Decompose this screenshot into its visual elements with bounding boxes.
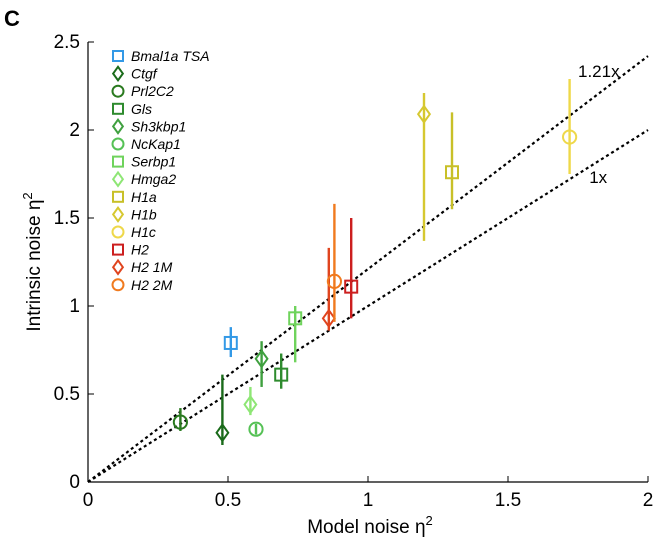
series-point bbox=[288, 306, 303, 363]
data-point-marker bbox=[223, 335, 238, 350]
legend-entry: Hmga2 bbox=[111, 170, 176, 188]
legend-marker bbox=[111, 258, 125, 276]
legend-entry: Sh3kbp1 bbox=[111, 117, 186, 135]
data-point-marker bbox=[445, 165, 459, 180]
legend-label: H2 1M bbox=[131, 259, 173, 275]
legend-entry: Gls bbox=[112, 101, 152, 117]
series-point bbox=[274, 353, 289, 389]
legend-entry: Ctgf bbox=[111, 65, 159, 83]
legend-label: Hmga2 bbox=[131, 171, 176, 187]
legend-marker bbox=[112, 50, 124, 62]
series-point bbox=[254, 341, 269, 387]
x-axis-title: Model noise η2 bbox=[307, 513, 433, 538]
data-point-marker bbox=[274, 367, 289, 382]
series-point bbox=[344, 218, 359, 319]
data-point-marker bbox=[215, 422, 230, 443]
legend-entry: Bmal1a TSA bbox=[112, 48, 210, 64]
legend-label: NcKap1 bbox=[131, 136, 181, 152]
legend-marker bbox=[112, 190, 124, 203]
legend-entry: NcKap1 bbox=[111, 136, 181, 152]
legend-marker bbox=[112, 155, 124, 168]
data-point-marker bbox=[172, 414, 188, 430]
reference-line-label: 1.21x bbox=[578, 62, 620, 81]
x-tick-label: 0.5 bbox=[215, 490, 241, 511]
legend-label: Prl2C2 bbox=[131, 83, 174, 99]
series-point bbox=[321, 247, 336, 331]
legend-marker bbox=[111, 170, 125, 188]
data-point-marker bbox=[416, 104, 432, 124]
legend-entry: Serbp1 bbox=[112, 154, 176, 170]
y-tick-label: 1 bbox=[69, 296, 80, 317]
series-point bbox=[416, 93, 432, 241]
legend-entry: H2 2M bbox=[111, 277, 173, 293]
series-point bbox=[215, 374, 230, 446]
series-point bbox=[562, 78, 578, 174]
ticks: 0 0.5 1 1.5 2 0 0.5 1 1.5 2 2.5 bbox=[54, 32, 653, 511]
x-axis-label-superscript: 2 bbox=[426, 513, 433, 528]
series-point bbox=[326, 203, 342, 322]
y-tick-label: 0 bbox=[69, 472, 80, 493]
legend-marker bbox=[111, 278, 125, 292]
y-axis-label-superscript: 2 bbox=[20, 192, 35, 199]
legend-entry: H1b bbox=[111, 205, 157, 223]
legend-marker bbox=[111, 225, 125, 239]
x-axis-label: Model noise η bbox=[307, 517, 425, 538]
series-point bbox=[172, 408, 188, 431]
data-point-marker bbox=[344, 279, 359, 294]
reference-line-label: 1x bbox=[589, 168, 607, 187]
data-point-marker bbox=[321, 308, 336, 329]
legend-label: H1c bbox=[131, 224, 156, 240]
y-tick-label: 2 bbox=[69, 120, 80, 141]
legend-entry: Prl2C2 bbox=[111, 83, 174, 99]
data-point-marker bbox=[248, 421, 264, 437]
y-tick-label: 1.5 bbox=[54, 208, 80, 229]
legend-entry: H1c bbox=[111, 224, 156, 240]
legend-label: H2 2M bbox=[131, 277, 173, 293]
legend-label: Bmal1a TSA bbox=[131, 48, 210, 64]
y-axis-title: Intrinsic noise η2 bbox=[20, 192, 45, 331]
series-point bbox=[223, 327, 238, 358]
x-tick-label: 0 bbox=[83, 490, 94, 511]
legend-marker bbox=[111, 117, 125, 135]
series-point bbox=[445, 112, 459, 210]
series-point bbox=[248, 421, 264, 437]
legend-label: H1b bbox=[131, 206, 157, 222]
legend-entry: H2 bbox=[112, 242, 149, 258]
panel-label: C bbox=[4, 6, 20, 31]
data-point-marker bbox=[326, 273, 342, 289]
legend-marker bbox=[112, 102, 124, 115]
legend-label: Sh3kbp1 bbox=[131, 118, 186, 134]
legend-label: H1a bbox=[131, 189, 157, 205]
data-point-marker bbox=[254, 348, 269, 369]
legend-entry: H2 1M bbox=[111, 258, 173, 276]
y-tick-label: 0.5 bbox=[54, 384, 80, 405]
data-point-marker bbox=[562, 129, 578, 145]
legend-marker bbox=[111, 84, 125, 98]
data-point-marker bbox=[288, 311, 303, 326]
y-tick-label: 2.5 bbox=[54, 32, 80, 53]
legend-marker bbox=[111, 137, 125, 151]
legend-marker bbox=[111, 65, 125, 83]
legend-label: Ctgf bbox=[131, 66, 159, 82]
legend-label: Serbp1 bbox=[131, 154, 176, 170]
data-points bbox=[172, 78, 578, 446]
legend-label: Gls bbox=[131, 101, 152, 117]
y-axis-label: Intrinsic noise η bbox=[24, 200, 45, 332]
data-point-marker bbox=[243, 394, 258, 415]
x-tick-label: 1.5 bbox=[495, 490, 521, 511]
x-tick-label: 1 bbox=[363, 490, 374, 511]
legend-marker bbox=[112, 243, 124, 256]
legend-label: H2 bbox=[131, 242, 149, 258]
legend-marker bbox=[111, 205, 125, 223]
x-tick-label: 2 bbox=[643, 490, 653, 511]
series-point bbox=[243, 386, 258, 416]
legend-entry: H1a bbox=[112, 189, 157, 205]
